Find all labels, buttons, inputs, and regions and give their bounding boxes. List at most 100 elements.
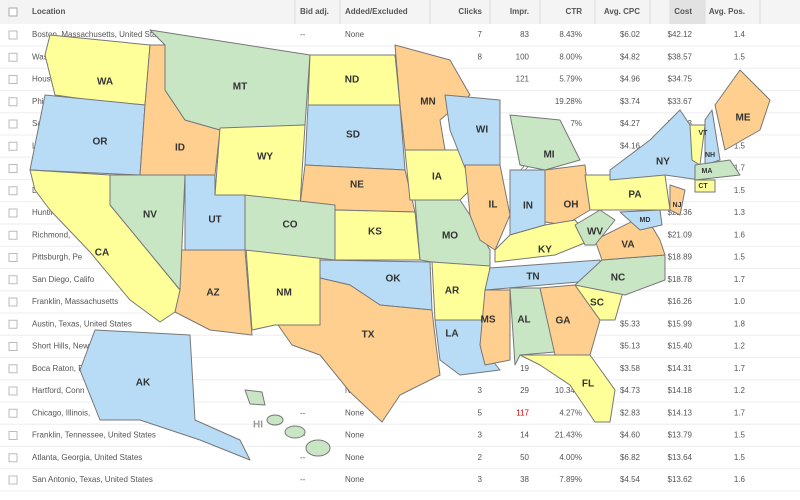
checkbox[interactable] [8,453,18,463]
column-header[interactable]: Added/Excluded [345,7,408,16]
state-label: AR [445,286,460,297]
checkbox[interactable] [8,297,18,307]
table-cell: 3 [478,431,483,440]
checkbox[interactable] [8,342,18,351]
state-label: MO [442,231,458,242]
state [669,184,686,216]
checkbox[interactable] [8,141,18,151]
state-label: WI [476,125,488,136]
table-cell: 22 [520,164,529,173]
table-cell: 19 [520,364,529,373]
checkbox[interactable] [8,364,18,374]
table-cell: 1.5 [734,431,746,440]
state-label: IA [432,172,442,183]
table-cell: 100 [516,52,530,61]
state [539,284,601,356]
checkbox[interactable] [8,431,18,440]
column-header[interactable]: Cost [674,7,692,16]
state [714,69,771,151]
table-cell: None [345,30,365,39]
checkbox[interactable] [8,97,18,107]
checkbox[interactable] [8,75,18,84]
table-cell: Austin, Texas, United States [32,319,132,328]
state-label: AL [517,315,530,326]
checkbox[interactable] [8,52,18,62]
table-cell: 1.5 [734,253,746,262]
table-cell: 1.4 [734,30,746,39]
table-cell: $5.13 [620,342,641,351]
table-cell: 1.2 [734,342,746,351]
column-header[interactable]: Impr. [510,7,529,16]
island [305,439,331,457]
checkbox[interactable] [8,208,18,218]
checkbox[interactable] [8,30,18,40]
table-cell: $2.83 [620,408,641,417]
table-cell: 1.5 [734,52,746,61]
checkbox[interactable] [8,164,18,173]
checkbox[interactable] [8,319,18,329]
table-cell: 1.5 [734,141,746,150]
table-cell: $6.82 [620,453,641,462]
checkbox[interactable] [8,186,18,196]
table-cell: $4.96 [620,75,641,84]
checkbox[interactable] [8,253,18,262]
state-label: OK [386,274,402,285]
table-cell: Boston, Massachusetts, United States [32,30,167,39]
table-cell: Atlanta, Georgia, United States [32,453,142,462]
table-cell: $15.99 [668,319,693,328]
table-cell: 14 [520,431,529,440]
sorted-column-header [670,0,705,24]
state-label: WY [257,152,273,163]
table-cell: $13.79 [668,431,693,440]
checkbox[interactable] [8,475,18,485]
checkbox[interactable] [8,408,18,418]
table-cell: 5.79% [559,75,582,84]
state-label: TX [362,330,375,341]
table-header-bar [0,0,800,24]
checkbox[interactable] [8,386,18,396]
table-cell: $4.73 [620,386,641,395]
table-cell: 10.34% [555,386,582,395]
checkbox[interactable] [8,230,18,240]
state [509,287,556,366]
table-cell: $5.33 [620,319,641,328]
table-cell: $14.31 [668,364,693,373]
table-cell: Short Hills, New Jer [32,342,103,351]
table-cell: Franklin, Massachusetts [32,297,118,306]
state-label: SC [590,298,604,309]
state-label: CO [283,220,298,231]
table-cell: 1.2 [734,386,746,395]
table-cell: Houst [32,75,54,84]
table-cell: $16.26 [668,297,693,306]
state-label: NJ [673,202,682,209]
table-cell: None [345,431,365,440]
state [574,209,616,246]
state-label: KY [538,245,552,256]
table-cell: -- [300,408,306,417]
state-label: NM [276,288,292,299]
checkbox[interactable] [8,119,18,129]
column-header[interactable]: CTR [566,7,583,16]
state-label: WV [587,227,603,238]
table-cell: 7.89% [559,475,582,484]
checkbox[interactable] [8,275,18,285]
table-cell: 1.8 [734,319,746,328]
table-cell: 38 [520,475,529,484]
state [244,389,266,406]
table-cell: 1.7 [734,408,746,417]
table-cell: $14.18 [668,386,693,395]
column-header[interactable]: Location [32,7,65,16]
state-label: HI [253,420,263,431]
checkbox[interactable] [8,7,18,17]
table-cell: 8.00% [559,52,582,61]
column-header[interactable]: Clicks [458,7,482,16]
column-header[interactable]: Avg. CPC [604,7,640,16]
state-label: NC [611,273,625,284]
state-label: AK [136,378,151,389]
table-cell: Hartford, Conn [32,386,84,395]
state-label: FL [582,379,594,390]
table-cell: $42.12 [668,30,693,39]
column-header[interactable]: Bid adj. [300,7,329,16]
column-header[interactable]: Avg. Pos. [709,7,745,16]
